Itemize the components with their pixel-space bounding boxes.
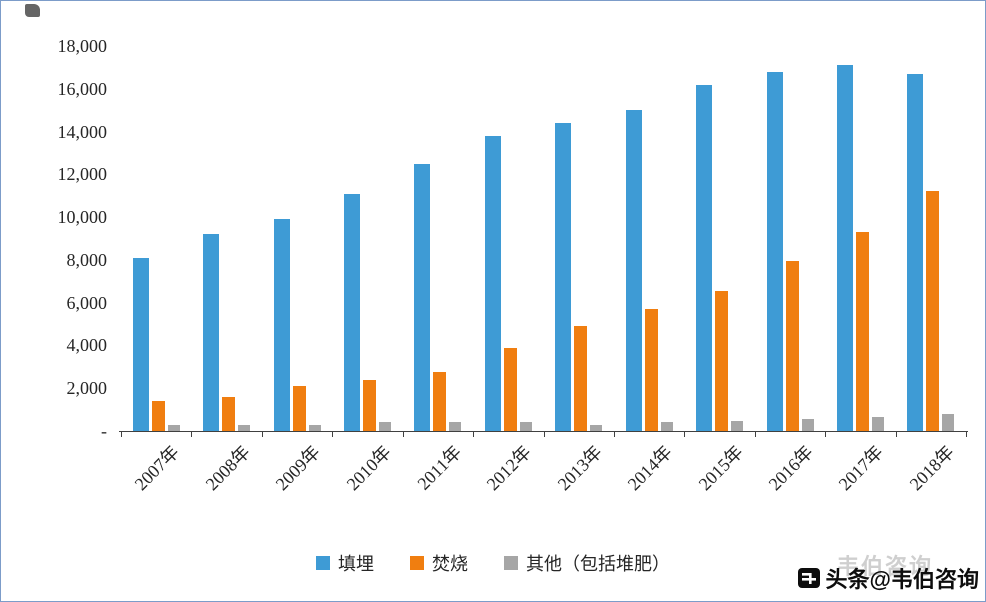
x-axis-tick [121, 431, 122, 437]
y-axis-tick-label: 18,000 [57, 36, 108, 56]
x-axis-tick [613, 431, 615, 437]
bar-焚烧-2011年 [433, 372, 447, 431]
x-axis-label: 2008年 [201, 441, 254, 495]
y-axis-tick-label: 8,000 [66, 249, 108, 270]
bar-填埋-2014年 [625, 110, 642, 431]
x-axis-tick [473, 431, 475, 437]
bar-焚烧-2008年 [222, 396, 236, 431]
x-axis-label: 2011年 [412, 441, 465, 494]
bar-其他（包括堆肥）-2016年 [801, 419, 814, 431]
x-axis-tick [543, 431, 545, 437]
y-axis-tick-label: - [101, 421, 107, 441]
bar-填埋-2012年 [484, 135, 501, 431]
legend-swatch-icon [504, 556, 518, 570]
bar-其他（包括堆肥）-2011年 [449, 422, 462, 431]
x-axis-label: 2017年 [835, 441, 888, 495]
bar-焚烧-2014年 [644, 309, 658, 431]
bar-填埋-2017年 [836, 65, 853, 432]
bar-其他（包括堆肥）-2014年 [660, 422, 673, 431]
y-axis-tick-label: 14,000 [57, 121, 108, 142]
bar-填埋-2015年 [696, 84, 712, 431]
bar-其他（包括堆肥）-2008年 [238, 424, 251, 431]
y-axis-tick-label: 2,000 [66, 378, 108, 399]
bar-填埋-2011年 [414, 163, 431, 431]
bar-其他（包括堆肥）-2018年 [942, 413, 955, 431]
y-axis-tick-label: 16,000 [57, 78, 108, 99]
legend-item: 焚烧 [410, 550, 468, 576]
x-axis-tick [825, 431, 827, 437]
legend-label: 焚烧 [432, 554, 468, 574]
x-axis-tick [754, 431, 756, 437]
toutiao-logo-icon [797, 568, 820, 588]
bar-焚烧-2007年 [151, 401, 165, 431]
bar-焚烧-2018年 [926, 191, 940, 431]
watermark: 头条@韦伯咨询 [797, 562, 979, 594]
bar-填埋-2008年 [203, 234, 220, 431]
bar-焚烧-2010年 [363, 379, 376, 431]
bar-焚烧-2013年 [574, 326, 588, 431]
bar-其他（包括堆肥）-2010年 [379, 422, 391, 431]
x-axis-label: 2018年 [905, 441, 958, 495]
faint-watermark: 韦伯咨询 [836, 554, 933, 579]
bar-焚烧-2015年 [715, 290, 728, 431]
x-axis-tick [895, 431, 897, 437]
legend-swatch-icon [410, 556, 424, 570]
bar-焚烧-2009年 [292, 386, 306, 431]
bar-其他（包括堆肥）-2012年 [519, 422, 532, 431]
bar-其他（包括堆肥）-2017年 [871, 417, 884, 431]
x-axis-label: 2007年 [130, 441, 184, 495]
legend-label: 填埋 [338, 554, 374, 574]
watermark-text: 头条@韦伯咨询 [825, 567, 979, 592]
bar-其他（包括堆肥）-2009年 [308, 424, 321, 431]
bar-焚烧-2012年 [503, 347, 517, 431]
bar-焚烧-2016年 [785, 261, 799, 431]
bar-填埋-2010年 [344, 193, 360, 431]
x-axis-label: 2012年 [482, 441, 536, 495]
y-axis-tick-label: 4,000 [66, 335, 108, 356]
x-axis-label: 2013年 [553, 441, 606, 495]
bar-焚烧-2017年 [855, 232, 869, 431]
x-axis-tick [402, 431, 404, 437]
corner-watermark-fragment [25, 4, 40, 17]
x-axis-tick [261, 431, 263, 437]
x-axis-tick [191, 431, 193, 437]
legend-label: 其他（包括堆肥） [526, 554, 670, 574]
y-axis-tick-label: 10,000 [57, 207, 108, 228]
x-axis-tick [332, 431, 334, 437]
bar-填埋-2009年 [273, 219, 290, 431]
bar-其他（包括堆肥）-2013年 [590, 424, 603, 431]
bar-填埋-2016年 [766, 71, 783, 431]
x-axis-label: 2009年 [271, 441, 324, 495]
y-axis-tick-label: 12,000 [57, 164, 108, 185]
x-axis-label: 2010年 [342, 441, 395, 495]
x-axis-label: 2015年 [694, 441, 747, 495]
y-axis-tick-label: 6,000 [66, 292, 108, 313]
legend-item: 其他（包括堆肥） [504, 550, 670, 576]
legend-item: 填埋 [316, 550, 374, 576]
bar-填埋-2018年 [907, 73, 924, 431]
bar-其他（包括堆肥）-2015年 [731, 421, 743, 431]
x-axis-tick [966, 431, 967, 437]
legend-swatch-icon [316, 556, 330, 570]
bar-填埋-2007年 [132, 257, 149, 432]
x-axis-tick [684, 431, 686, 437]
x-axis-label: 2014年 [623, 441, 677, 495]
x-axis-label: 2016年 [764, 441, 817, 495]
bar-填埋-2013年 [555, 123, 572, 431]
bar-其他（包括堆肥）-2007年 [167, 424, 180, 431]
legend: 填埋 焚烧 其他（包括堆肥） [1, 550, 985, 576]
